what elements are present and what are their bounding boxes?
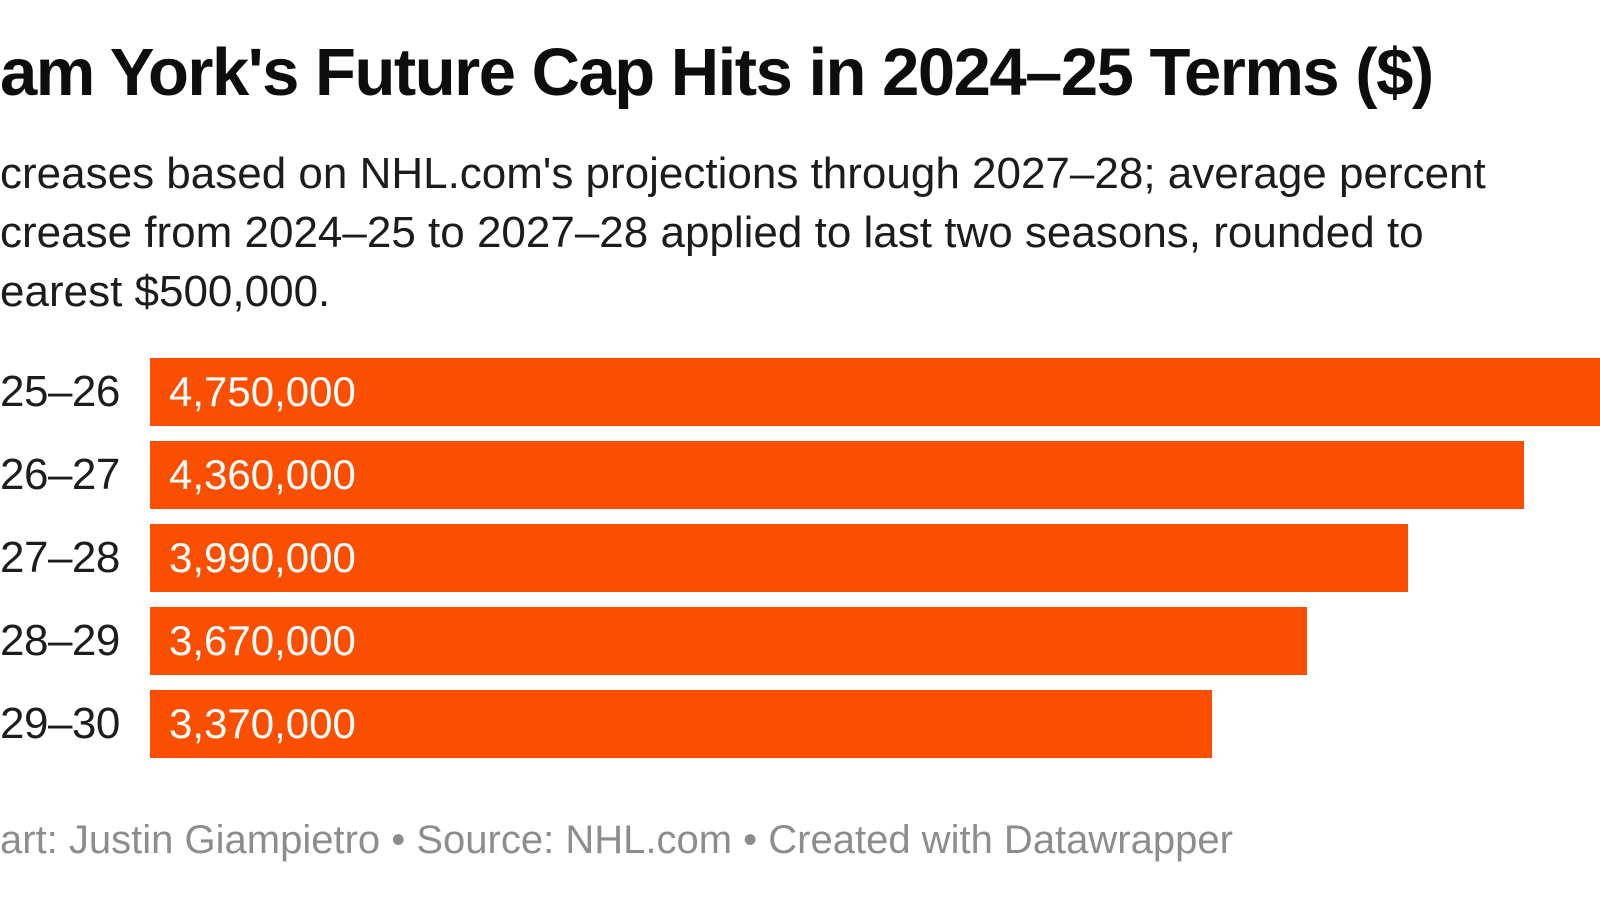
bar-2027-28: 3,990,000 <box>150 524 1408 592</box>
bar-track: 3,370,000 <box>150 690 1600 758</box>
bar-row-2027-28: 27–28 3,990,000 <box>0 524 1600 592</box>
bar-row-2029-30: 29–30 3,370,000 <box>0 690 1600 758</box>
bar-value-label: 4,360,000 <box>169 451 356 498</box>
bar-value-label: 3,670,000 <box>169 617 356 664</box>
bar-track: 3,670,000 <box>150 607 1600 675</box>
bar-chart-rows: 25–26 4,750,000 26–27 4,360,000 27–28 3,… <box>0 358 1600 773</box>
category-label: 27–28 <box>0 533 120 582</box>
bar-row-2025-26: 25–26 4,750,000 <box>0 358 1600 426</box>
bar-track: 3,990,000 <box>150 524 1600 592</box>
chart-subtitle-line-2: crease from 2024–25 to 2027–28 applied t… <box>0 208 1424 257</box>
bar-value-label: 3,370,000 <box>169 700 356 747</box>
bar-row-2026-27: 26–27 4,360,000 <box>0 441 1600 509</box>
category-label: 26–27 <box>0 450 120 499</box>
category-label: 29–30 <box>0 699 120 748</box>
bar-track: 4,360,000 <box>150 441 1600 509</box>
bar-value-label: 3,990,000 <box>169 534 356 581</box>
bar-row-2028-29: 28–29 3,670,000 <box>0 607 1600 675</box>
chart-subtitle-line-1: creases based on NHL.com's projections t… <box>0 149 1486 198</box>
bar-2025-26: 4,750,000 <box>150 358 1600 426</box>
bar-2029-30: 3,370,000 <box>150 690 1213 758</box>
bar-2028-29: 3,670,000 <box>150 607 1307 675</box>
bar-value-label: 4,750,000 <box>169 368 356 415</box>
bar-track: 4,750,000 <box>150 358 1600 426</box>
chart-subtitle-line-3: earest $500,000. <box>0 267 331 316</box>
category-label: 28–29 <box>0 616 120 665</box>
chart-title: am York's Future Cap Hits in 2024–25 Ter… <box>0 35 1434 110</box>
chart-footer-byline: art: Justin Giampietro • Source: NHL.com… <box>0 818 1233 862</box>
chart-subtitle: creases based on NHL.com's projections t… <box>0 144 1486 321</box>
bar-2026-27: 4,360,000 <box>150 441 1525 509</box>
category-label: 25–26 <box>0 367 120 416</box>
